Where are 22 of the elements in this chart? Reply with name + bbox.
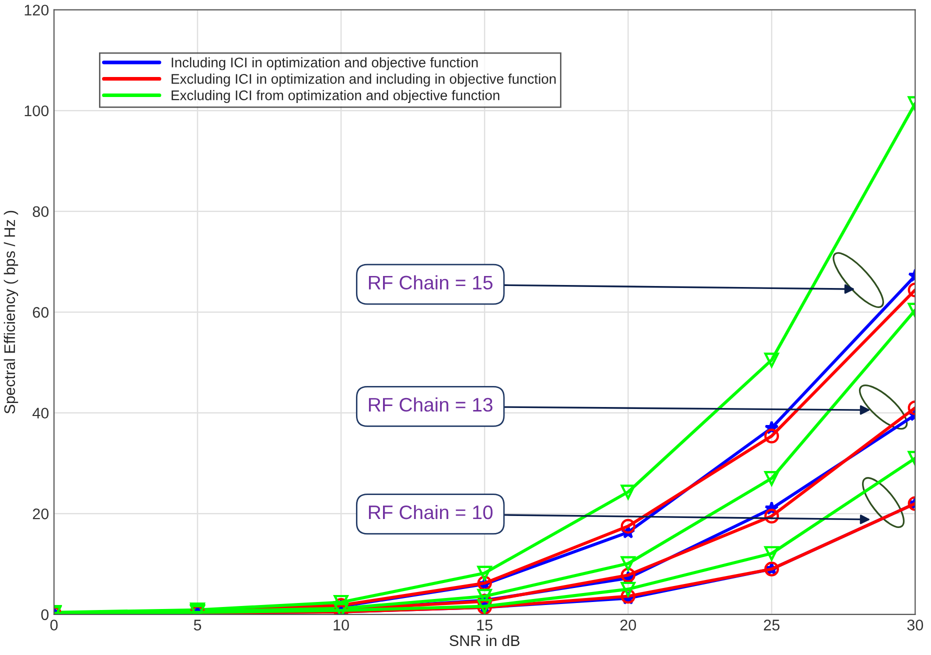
y-tick-label: 60 [32,306,49,318]
annotation: RF Chain = 13 [368,397,492,412]
y-axis-title: Spectral Efficiency ( bps / Hz ) [4,210,18,414]
x-tick-label: 15 [477,620,492,630]
y-tick-label: 80 [32,206,49,218]
legend-label: Including ICI in optimization and objective function [172,57,478,70]
y-tick-label: 100 [24,105,49,116]
annotation: RF Chain = 15 [368,275,492,290]
legend-label: Excluding ICI from optimization and objective function [172,90,500,103]
y-tick-label: 120 [24,4,49,16]
x-tick-label: 0 [50,620,58,630]
x-tick-label: 20 [620,620,636,630]
x-tick-label: 10 [334,620,349,630]
y-tick-label: 40 [32,408,49,419]
x-tick-label: 30 [907,620,924,630]
x-tick-label: 5 [194,620,202,630]
legend-label: Excluding ICI in optimization and including in objective function [172,74,556,87]
x-axis-title: SNR in dB [450,634,520,646]
y-tick-label: 0 [41,609,49,620]
x-tick-label: 25 [764,620,780,630]
y-tick-label: 20 [32,508,49,520]
annotation: RF Chain = 10 [368,504,493,520]
